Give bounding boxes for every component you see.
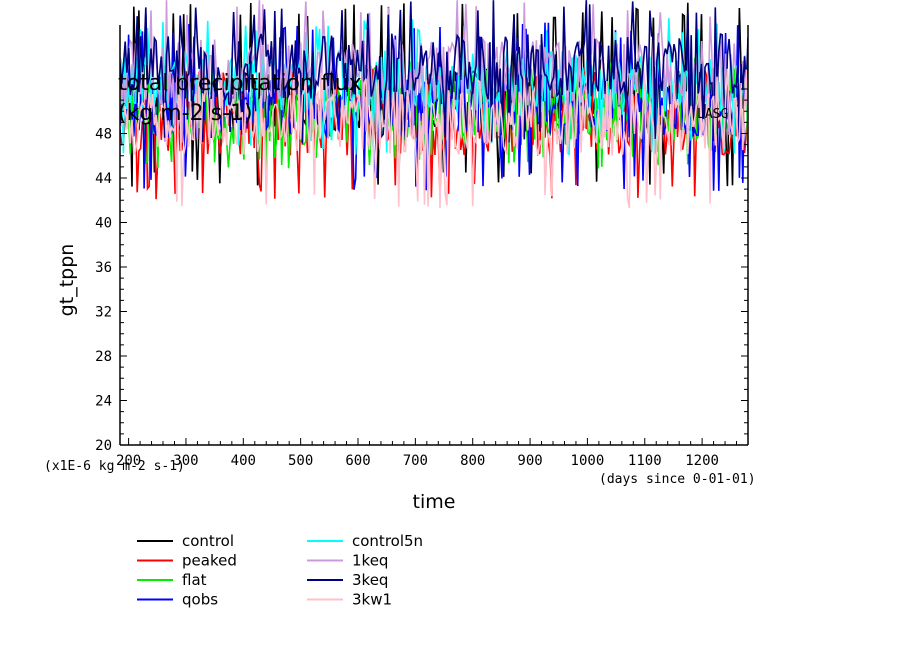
x-tick-labels: 200 300 400 500 600 700 800 900 1000 1100 1200 [116, 453, 719, 469]
y-tick-label: 44 [95, 171, 112, 187]
legend-label-1keq: 1keq [352, 552, 388, 570]
y-tick-label: 40 [95, 216, 112, 232]
legend-label-peaked: peaked [182, 552, 237, 570]
x-tick-label: 200 [116, 453, 141, 469]
x-tick-label: 800 [460, 453, 485, 469]
legend-label-3keq: 3keq [352, 571, 388, 589]
legend-label-flat: flat [182, 571, 207, 589]
x-tick-label: 500 [288, 453, 313, 469]
x-tick-label: 400 [231, 453, 256, 469]
legend-label-control: control [182, 532, 234, 550]
y-unit-note: (x1E-6 kg m-2 s-1) [44, 459, 185, 474]
corner-tag: LASG [697, 107, 728, 122]
y-tick-labels: 20 24 28 32 36 40 44 48 [95, 127, 112, 455]
legend-label-qobs: qobs [182, 591, 218, 609]
x-axis-title: time [413, 491, 456, 513]
y-tick-label: 20 [95, 438, 112, 454]
y-tick-label: 36 [95, 260, 112, 276]
legend-label-3kw1: 3kw1 [352, 591, 392, 609]
x-tick-label: 900 [517, 453, 542, 469]
x-tick-label: 1100 [628, 453, 662, 469]
y-tick-label: 48 [95, 127, 112, 143]
x-tick-label: 600 [345, 453, 370, 469]
x-tick-label: 1000 [571, 453, 605, 469]
chart-title: total precipitation flux [118, 71, 362, 96]
x-tick-label: 700 [403, 453, 428, 469]
legend-label-control5n: control5n [352, 532, 423, 550]
y-tick-label: 28 [95, 349, 112, 365]
series-lines [120, 0, 748, 209]
x-tick-label: 300 [173, 453, 198, 469]
axes [119, 25, 749, 446]
chart-subtitle: (kg m-2 s-1) [118, 101, 253, 126]
y-axis-title: gt_tppn [56, 244, 78, 317]
series-line-3kw1 [120, 68, 748, 209]
y-tick-label: 24 [95, 394, 112, 410]
y-tick-label: 32 [95, 305, 112, 321]
x-tick-label: 1200 [685, 453, 719, 469]
series-line-3keq [120, 0, 748, 144]
x-unit-note: (days since 0-01-01) [599, 472, 756, 487]
